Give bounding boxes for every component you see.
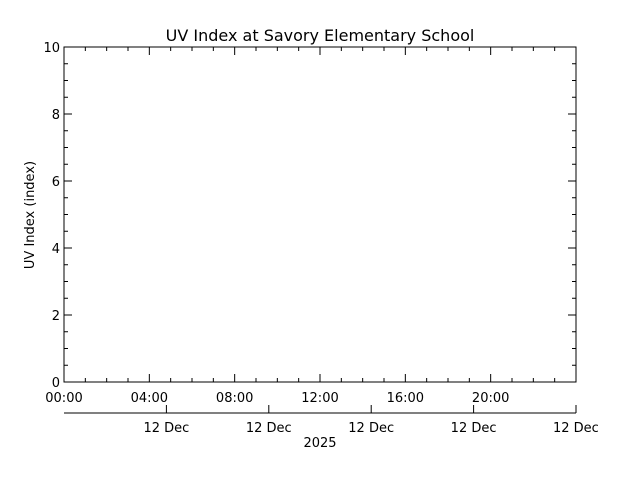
x-time-tick-label: 04:00 [131, 391, 168, 406]
x-time-tick-label: 12:00 [301, 391, 338, 406]
y-tick-label: 4 [52, 242, 60, 257]
x-date-tick-label: 12 Dec [553, 421, 599, 436]
y-tick-label: 2 [52, 309, 60, 324]
x-date-axis: 12 Dec 12 Dec 12 Dec 12 Dec 12 Dec [143, 405, 599, 436]
y-axis: 0 2 4 6 8 10 [43, 41, 576, 391]
y-tick-label: 6 [52, 175, 60, 190]
x-time-axis: 00:00 04:00 08:00 12:00 16:00 20:00 [45, 47, 577, 406]
y-tick-label: 8 [52, 108, 60, 123]
x-date-tick-label: 12 Dec [451, 421, 497, 436]
x-time-tick-label: 16:00 [387, 391, 424, 406]
y-tick-label: 0 [52, 376, 60, 391]
x-year-label: 2025 [303, 436, 336, 451]
y-axis-label: UV Index (index) [23, 161, 38, 269]
chart-title: UV Index at Savory Elementary School [166, 26, 475, 45]
x-time-tick-label: 08:00 [216, 391, 253, 406]
y-tick-label: 10 [43, 41, 60, 56]
x-date-tick-label: 12 Dec [246, 421, 292, 436]
x-date-tick-label: 12 Dec [348, 421, 394, 436]
x-time-tick-label: 00:00 [45, 391, 82, 406]
x-time-tick-label: 20:00 [472, 391, 509, 406]
x-date-tick-label: 12 Dec [143, 421, 189, 436]
plot-frame [63, 46, 577, 383]
